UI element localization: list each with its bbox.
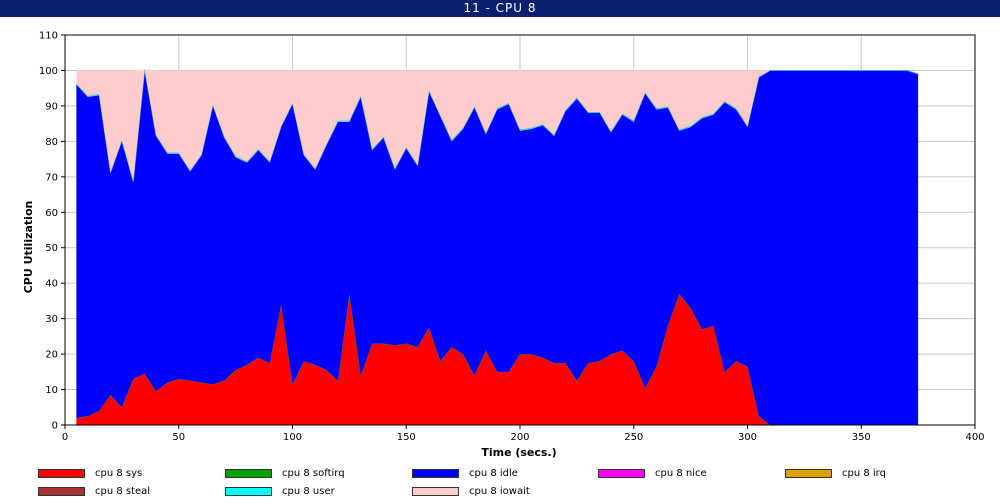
legend: cpu 8 sys cpu 8 softirq cpu 8 idle cpu 8 ni… [0, 464, 1000, 504]
y-tick-label: 60 [45, 208, 58, 219]
area-cpu-8-sys [76, 293, 919, 425]
y-tick-label: 110 [39, 31, 58, 42]
x-tick-label: 50 [172, 432, 185, 443]
x-tick-label: 350 [852, 432, 871, 443]
x-tick-label: 300 [738, 432, 757, 443]
y-axis-label: CPU Utilization [22, 201, 35, 294]
legend-item-cpu-8-nice: cpu 8 nice [598, 466, 707, 480]
legend-label: cpu 8 irq [842, 467, 886, 479]
legend-label: cpu 8 steal [95, 485, 151, 497]
y-tick-label: 70 [45, 172, 58, 183]
x-tick-label: 200 [510, 432, 529, 443]
legend-swatch [785, 468, 832, 478]
legend-swatch [412, 468, 459, 478]
y-tick-label: 100 [39, 66, 58, 77]
legend-label: cpu 8 nice [655, 467, 707, 479]
x-tick-label: 150 [397, 432, 416, 443]
y-tick-label: 40 [45, 279, 58, 290]
x-axis-label: Time (secs.) [481, 446, 556, 459]
legend-item-cpu-8-idle: cpu 8 idle [412, 466, 518, 480]
x-tick-label: 400 [965, 432, 984, 443]
tick-labels: 0 50 100 150 200 250 300 350 400 0 10 20 30 40 50 60 70 8… [39, 31, 985, 444]
legend-label: cpu 8 idle [469, 467, 518, 479]
legend-label: cpu 8 softirq [282, 467, 345, 479]
legend-item-cpu-8-sys: cpu 8 sys [38, 466, 142, 480]
legend-swatch [38, 486, 85, 496]
legend-label: cpu 8 user [282, 485, 335, 497]
legend-label: cpu 8 iowait [469, 485, 530, 497]
window-title: 11 - CPU 8 [0, 0, 1000, 17]
series-areas [76, 69, 919, 426]
legend-item-cpu-8-iowait: cpu 8 iowait [412, 484, 530, 498]
x-tick-label: 250 [624, 432, 643, 443]
legend-item-cpu-8-steal: cpu 8 steal [38, 484, 150, 498]
y-tick-label: 20 [45, 350, 58, 361]
legend-item-cpu-8-softirq: cpu 8 softirq [225, 466, 345, 480]
y-tick-label: 0 [52, 421, 58, 432]
cpu-utilization-chart: 0 50 100 150 200 250 300 350 400 0 10 20 30 40 50 60 70 8… [22, 31, 985, 460]
legend-swatch [598, 468, 645, 478]
legend-swatch [412, 486, 459, 496]
legend-swatch [225, 468, 272, 478]
y-tick-label: 10 [45, 385, 58, 396]
legend-swatch [225, 486, 272, 496]
y-tick-label: 80 [45, 137, 58, 148]
legend-item-cpu-8-user: cpu 8 user [225, 484, 335, 498]
area-cpu-8-idle [76, 70, 919, 425]
y-tick-label: 90 [45, 101, 58, 112]
y-tick-label: 30 [45, 314, 58, 325]
x-tick-label: 0 [62, 432, 68, 443]
legend-swatch [38, 468, 85, 478]
legend-item-cpu-8-irq: cpu 8 irq [785, 466, 886, 480]
area-cpu-8-iowait [76, 69, 919, 182]
x-tick-label: 100 [283, 432, 302, 443]
legend-label: cpu 8 sys [95, 467, 143, 479]
y-tick-label: 50 [45, 243, 58, 254]
